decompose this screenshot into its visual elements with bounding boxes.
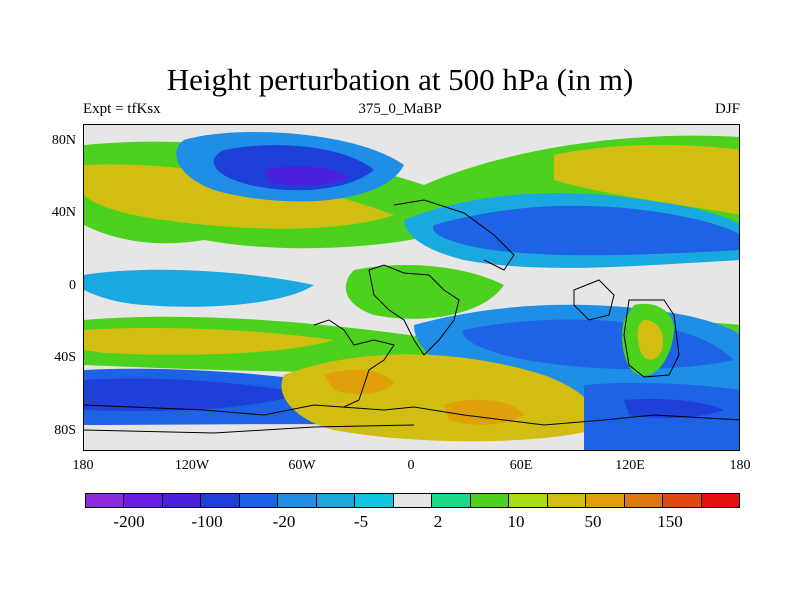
- colorbar-swatch: [355, 494, 394, 507]
- season-label: DJF: [714, 101, 740, 117]
- colorbar-label-150: 150: [657, 512, 683, 531]
- contour-orange-antarctic-e: [444, 399, 524, 425]
- colorbar-swatch: [393, 494, 433, 507]
- lat-label-40s: 40S: [54, 350, 76, 365]
- colorbar-swatch: [586, 494, 625, 507]
- contour-deepblue-trough: [433, 205, 739, 256]
- colorbar: [85, 493, 740, 508]
- lon-label-180e: 180: [729, 458, 751, 473]
- lat-label-40n: 40N: [51, 205, 76, 220]
- coastline-australia: [623, 299, 680, 378]
- lon-label-0: 0: [407, 458, 415, 473]
- colorbar-swatch: [86, 494, 125, 507]
- coastline-americas: [313, 319, 395, 408]
- contour-yellow-australia: [637, 320, 664, 360]
- contour-deepblue-southern-ocean: [84, 378, 304, 412]
- colorbar-label-minus200: -200: [113, 512, 145, 531]
- contour-green-africa: [345, 265, 504, 319]
- lon-label-120e: 120E: [615, 458, 645, 473]
- contour-deepblue-south-e: [624, 399, 724, 419]
- coastline-africa: [368, 264, 460, 356]
- colorbar-swatch: [316, 494, 356, 507]
- colorbar-label-minus20: -20: [272, 512, 296, 531]
- colorbar-swatch: [124, 494, 163, 507]
- colorbar-label-10: 10: [507, 512, 525, 531]
- colorbar-swatch: [509, 494, 548, 507]
- contour-cyan-tropic-w: [84, 269, 314, 307]
- contour-orange-antarctic-w: [324, 369, 394, 395]
- colorbar-swatch: [470, 494, 510, 507]
- colorbar-label-2: 2: [433, 512, 443, 531]
- contour-field: [84, 132, 739, 450]
- map-panel: [83, 124, 740, 451]
- contour-yellow-south-w: [84, 328, 334, 355]
- contour-yellow-north: [84, 164, 394, 229]
- colorbar-label-minus100: -100: [191, 512, 223, 531]
- lon-label-60w: 60W: [288, 458, 316, 473]
- experiment-label: Expt = tfKsx: [83, 101, 161, 117]
- colorbar-swatch: [624, 494, 664, 507]
- colorbar-label-50: 50: [584, 512, 602, 531]
- coastline-asia: [573, 279, 615, 321]
- colorbar-swatch: [239, 494, 279, 507]
- colorbar-swatch: [201, 494, 240, 507]
- contour-core-low-n: [264, 166, 349, 186]
- lon-label-60e: 60E: [509, 458, 533, 473]
- colorbar-swatch: [701, 494, 739, 507]
- contour-yellow-ne: [554, 145, 739, 215]
- period-label: 375_0_MaBP: [358, 101, 442, 117]
- plot-title: Height perturbation at 500 hPa (in m): [166, 62, 634, 97]
- colorbar-swatch: [547, 494, 587, 507]
- colorbar-swatch: [432, 494, 471, 507]
- colorbar-swatch: [663, 494, 702, 507]
- lat-label-80s: 80S: [54, 423, 76, 438]
- coastline-antarctica: [84, 404, 739, 426]
- coastline-eurasia: [393, 199, 515, 271]
- coastline-antarctica-inner: [84, 424, 415, 434]
- lat-label-eq: 0: [69, 278, 76, 293]
- lon-label-180w: 180: [72, 458, 94, 473]
- colorbar-label-minus5: -5: [353, 512, 369, 531]
- lat-label-80n: 80N: [51, 133, 76, 148]
- lon-label-120w: 120W: [174, 458, 210, 473]
- colorbar-swatch: [278, 494, 317, 507]
- colorbar-swatch: [162, 494, 202, 507]
